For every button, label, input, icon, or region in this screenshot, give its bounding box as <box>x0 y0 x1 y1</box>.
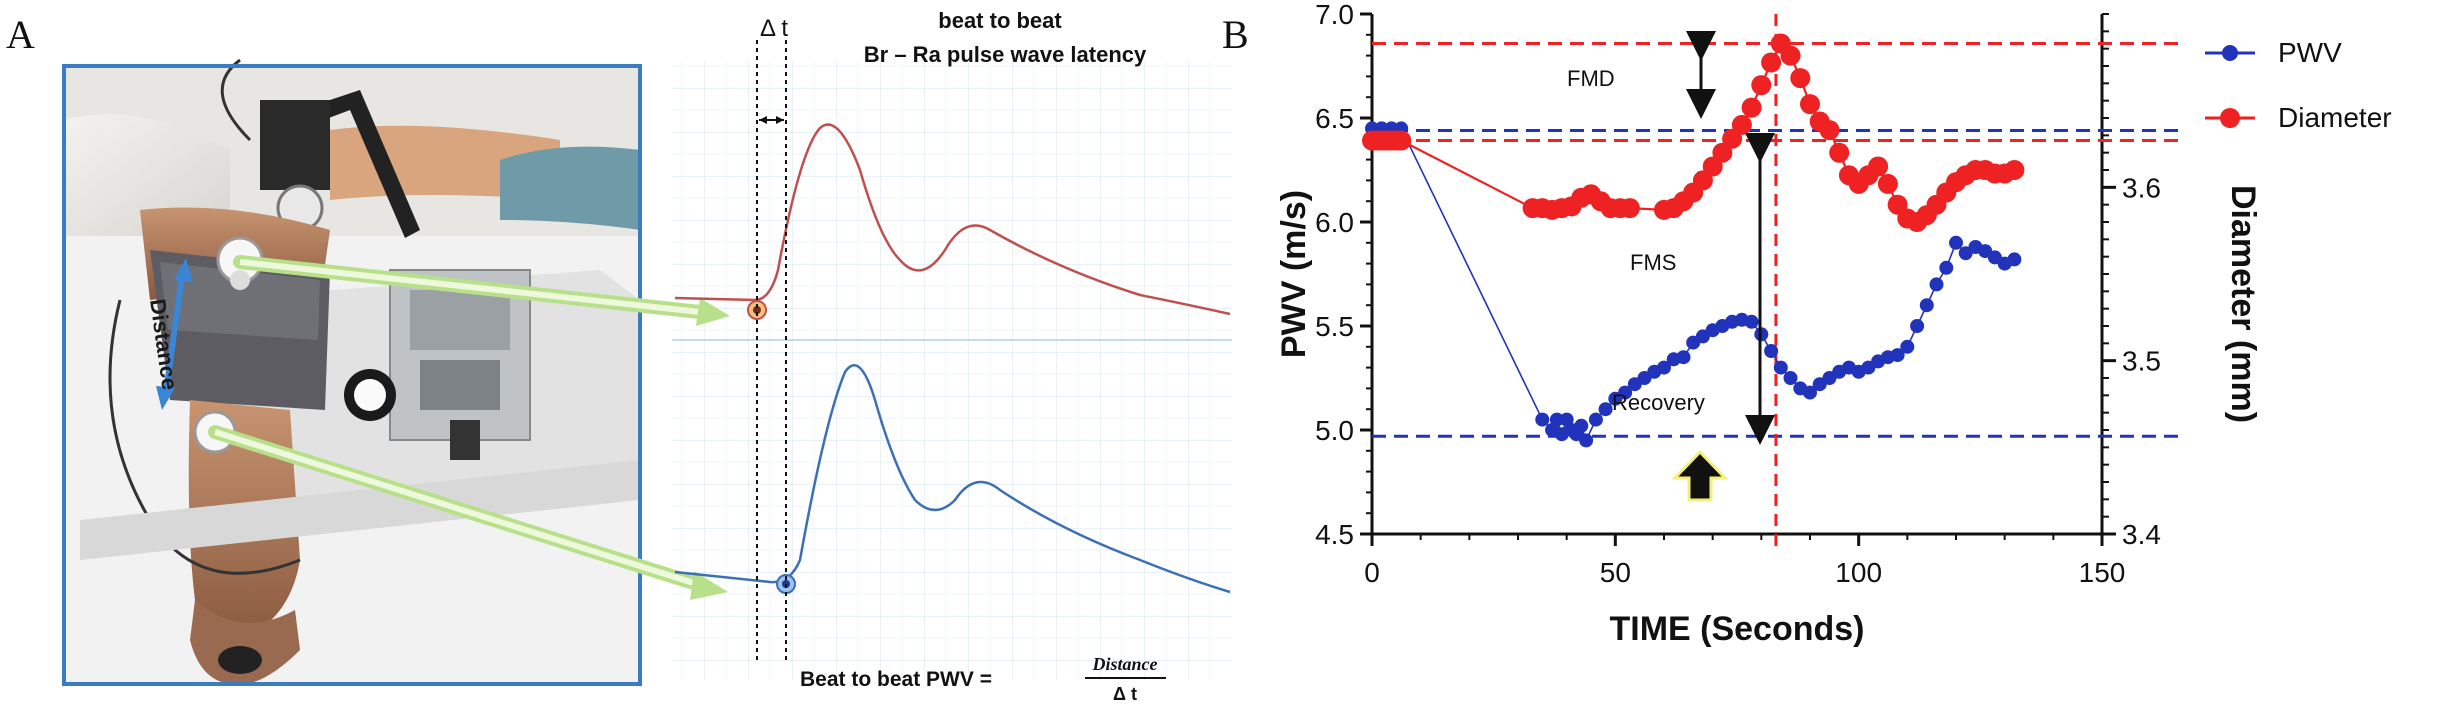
diameter-point <box>1877 173 1898 194</box>
delta-t-label: Δ t <box>760 15 788 42</box>
legend-diameter-marker <box>2220 108 2240 128</box>
y-tick-label: 6.0 <box>1315 207 1354 238</box>
pwv-point <box>1803 385 1817 400</box>
y2-tick-label: 3.4 <box>2122 519 2161 550</box>
pwv-diameter-chart: 4.5 5.0 5.5 6.0 6.5 7.0 3.4 3.5 3.6 0 50 100 150 TIME… <box>1275 0 2262 648</box>
pwv-point <box>1574 418 1589 433</box>
legend-pwv-label: PWV <box>2278 37 2342 68</box>
upper-foot-marker-core <box>753 306 761 314</box>
photo-border <box>62 64 642 686</box>
x-tick-label: 0 <box>1364 557 1380 588</box>
formula-numerator: Distance <box>1092 654 1158 674</box>
x-tick-label: 150 <box>2079 557 2126 588</box>
diameter-point <box>1780 45 1801 66</box>
diameter-point <box>1829 142 1850 163</box>
pwv-point <box>1744 314 1759 329</box>
delta-t-arrow-right <box>776 116 784 124</box>
fmd-label: FMD <box>1567 66 1615 91</box>
pwv-point <box>1598 402 1613 417</box>
waveform-header-line1: beat to beat <box>938 8 1062 33</box>
diameter-point <box>1790 68 1811 89</box>
pwv-point <box>1919 298 1934 313</box>
x-tick-label: 50 <box>1600 557 1631 588</box>
intervention-arrow-icon <box>1671 449 1729 502</box>
pwv-point <box>1910 319 1925 333</box>
diameter-point <box>2004 160 2025 180</box>
pwv-point <box>1764 344 1779 358</box>
pwv-point <box>1559 412 1574 427</box>
panel-a-letter: A <box>6 12 35 57</box>
pwv-point <box>1549 412 1564 427</box>
diameter-point <box>1800 94 1820 115</box>
clinical-setup-photo: Distance <box>62 58 642 686</box>
radial-waveform <box>674 364 1231 594</box>
y2-tick-label: 3.5 <box>2122 346 2161 377</box>
pwv-formula: Beat to beat PWV = Distance Δ t <box>800 654 1166 704</box>
diameter-point <box>1741 97 1762 118</box>
y2-axis-label: Diameter (mm) <box>2224 185 2262 423</box>
x-tick-label: 100 <box>1835 557 1882 588</box>
y-tick-label: 5.5 <box>1315 311 1354 342</box>
diameter-point <box>1819 120 1840 141</box>
sensor-link-arrows <box>208 255 730 600</box>
panel-b-letter: B <box>1222 12 1249 57</box>
pwv-point <box>1579 433 1594 448</box>
pwv-point <box>1939 260 1954 275</box>
pwv-point <box>1676 350 1691 365</box>
x-axis-label: TIME (Seconds) <box>1609 610 1864 648</box>
diameter-point <box>1692 170 1713 191</box>
pwv-point <box>1618 385 1633 400</box>
formula-prefix: Beat to beat PWV = <box>800 668 992 691</box>
pwv-point <box>1535 412 1550 427</box>
formula-denominator: Δ t <box>1113 684 1137 704</box>
diameter-point <box>1391 130 1412 151</box>
recovery-label: Recovery <box>1612 390 1705 415</box>
waveform-grid <box>672 60 1232 680</box>
pwv-point <box>1900 339 1915 354</box>
diameter-point <box>1722 128 1743 149</box>
legend-diameter-label: Diameter <box>2278 102 2392 133</box>
fms-label: FMS <box>1630 250 1676 275</box>
pwv-point <box>1929 277 1944 292</box>
chart-legend: PWV Diameter <box>2205 37 2392 133</box>
brachial-waveform <box>674 123 1231 316</box>
diameter-point <box>1731 114 1752 135</box>
pwv-point <box>1890 348 1905 363</box>
y-tick-label: 7.0 <box>1315 0 1354 30</box>
diameter-point <box>1868 156 1889 177</box>
y-tick-label: 6.5 <box>1315 103 1354 134</box>
diameter-point <box>1712 142 1733 163</box>
pwv-point <box>1657 360 1671 375</box>
diameter-point <box>1761 52 1782 73</box>
diameter-point <box>1619 198 1640 219</box>
y2-tick-label: 3.6 <box>2122 172 2161 203</box>
pwv-point <box>1783 371 1798 385</box>
pwv-point <box>1949 235 1963 250</box>
pwv-point <box>1773 360 1788 375</box>
y-tick-label: 4.5 <box>1315 519 1354 550</box>
pwv-point <box>1588 412 1603 427</box>
y-axis-label: PWV (m/s) <box>1275 190 1313 358</box>
legend-pwv-marker <box>2222 45 2238 61</box>
pwv-point <box>2007 252 2022 267</box>
waveform-header-line2: Br – Ra pulse wave latency <box>864 42 1147 67</box>
delta-t-arrow-left <box>759 116 767 124</box>
diameter-point <box>1751 75 1772 96</box>
y-tick-label: 5.0 <box>1315 415 1354 446</box>
